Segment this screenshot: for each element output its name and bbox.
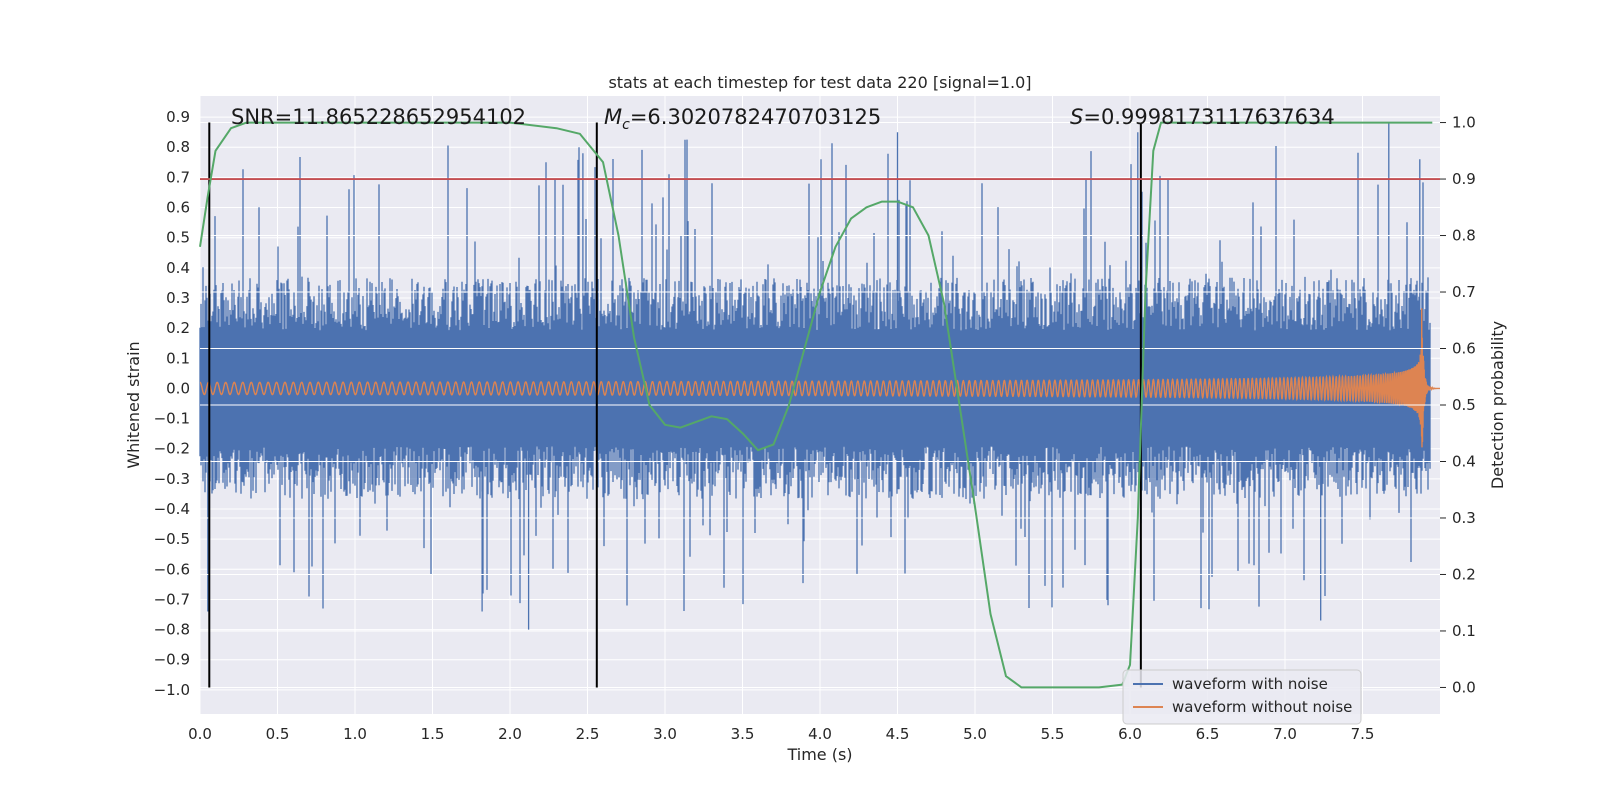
legend-label-noise: waveform with noise — [1172, 675, 1328, 693]
x-tick-label: 4.0 — [808, 725, 832, 743]
annotation-chirp-mass-symbol: M — [604, 105, 622, 129]
x-tick-label: 0.5 — [266, 725, 290, 743]
x-tick-label: 2.5 — [576, 725, 600, 743]
y-tick-label: −0.2 — [154, 440, 190, 458]
y-tick-label: 0.4 — [166, 259, 190, 277]
x-tick-label: 6.0 — [1118, 725, 1142, 743]
y-tick-label: −0.5 — [154, 530, 190, 548]
y-tick-label: 0.3 — [166, 289, 190, 307]
y2-tick-label: 0.0 — [1452, 678, 1476, 696]
chart-title: stats at each timestep for test data 220… — [608, 73, 1031, 92]
y-tick-label: 0.2 — [166, 319, 190, 337]
y-axis-label: Whitened strain — [124, 341, 143, 468]
y-tick-label: −0.7 — [154, 590, 190, 608]
x-tick-label: 5.0 — [963, 725, 987, 743]
annotation-s-symbol: S — [1070, 105, 1083, 129]
x-tick-label: 2.0 — [498, 725, 522, 743]
y2-tick-label: 0.5 — [1452, 396, 1476, 414]
y-tick-label: −0.3 — [154, 470, 190, 488]
y-tick-label: 0.7 — [166, 168, 190, 186]
legend: waveform with noise waveform without noi… — [1122, 669, 1362, 725]
annotation-chirp-mass: Mc=6.3020782470703125 — [604, 105, 881, 133]
y-tick-label: 0.1 — [166, 349, 190, 367]
y-axis-ticks: 0.9 0.8 0.7 0.6 0.5 0.4 0.3 0.2 0.1 0.0 −0.1 −0.2 −0… — [154, 108, 190, 699]
y2-tick-label: 1.0 — [1452, 114, 1476, 132]
annotation-snr-value: 11.865228652954102 — [292, 105, 526, 129]
legend-label-clean: waveform without noise — [1172, 698, 1352, 716]
x-tick-label: 1.0 — [343, 725, 367, 743]
y2-tick-label: 0.3 — [1452, 509, 1476, 527]
y-tick-label: −0.4 — [154, 500, 190, 518]
x-tick-label: 7.0 — [1273, 725, 1297, 743]
y-tick-label: −0.1 — [154, 410, 190, 428]
annotation-chirp-mass-value: =6.3020782470703125 — [630, 105, 881, 129]
x-tick-label: 3.5 — [731, 725, 755, 743]
y2-tick-label: 0.2 — [1452, 565, 1476, 583]
annotation-snr-prefix: SNR= — [231, 105, 292, 129]
waveform-without-noise-line — [199, 308, 1440, 448]
y2-tick-label: 0.8 — [1452, 227, 1476, 245]
x-tick-label: 7.5 — [1351, 725, 1375, 743]
x-tick-label: 0.0 — [188, 725, 212, 743]
y2-tick-label: 0.9 — [1452, 170, 1476, 188]
annotation-s-value: =0.9998173117637634 — [1083, 105, 1334, 129]
series-waveform-without-noise — [199, 308, 1440, 448]
y-tick-label: 0.8 — [166, 138, 190, 156]
y2-axis-label: Detection probability — [1488, 321, 1507, 489]
y-tick-label: 0.9 — [166, 108, 190, 126]
x-axis-label: Time (s) — [786, 745, 852, 764]
y-tick-label: −0.6 — [154, 560, 190, 578]
y-tick-label: −1.0 — [154, 681, 190, 699]
x-tick-label: 5.5 — [1041, 725, 1065, 743]
x-tick-label: 1.5 — [421, 725, 445, 743]
y-tick-label: 0.0 — [166, 379, 190, 397]
y2-tick-label: 0.6 — [1452, 340, 1476, 358]
x-tick-label: 6.5 — [1196, 725, 1220, 743]
y-tick-label: −0.9 — [154, 651, 190, 669]
y2-axis-ticks: 1.0 0.9 0.8 0.7 0.6 0.5 0.4 0.3 0.2 0.1 0.0 — [1440, 114, 1476, 696]
y2-tick-label: 0.4 — [1452, 452, 1476, 470]
y2-tick-label: 0.1 — [1452, 622, 1476, 640]
annotation-chirp-mass-subscript: c — [622, 117, 630, 133]
annotation-snr: SNR=11.865228652954102 — [231, 105, 526, 129]
annotation-s: S=0.9998173117637634 — [1070, 105, 1335, 129]
y2-tick-label: 0.7 — [1452, 283, 1476, 301]
y-tick-label: 0.5 — [166, 229, 190, 247]
x-tick-label: 3.0 — [653, 725, 677, 743]
y-tick-label: 0.6 — [166, 199, 190, 217]
legend-box — [1122, 669, 1362, 725]
x-axis-ticks: 0.0 0.5 1.0 1.5 2.0 2.5 3.0 3.5 4.0 4.5 5.0 5.5 6.0 6… — [188, 725, 1374, 743]
y-tick-label: −0.8 — [154, 621, 190, 639]
x-tick-label: 4.5 — [886, 725, 910, 743]
